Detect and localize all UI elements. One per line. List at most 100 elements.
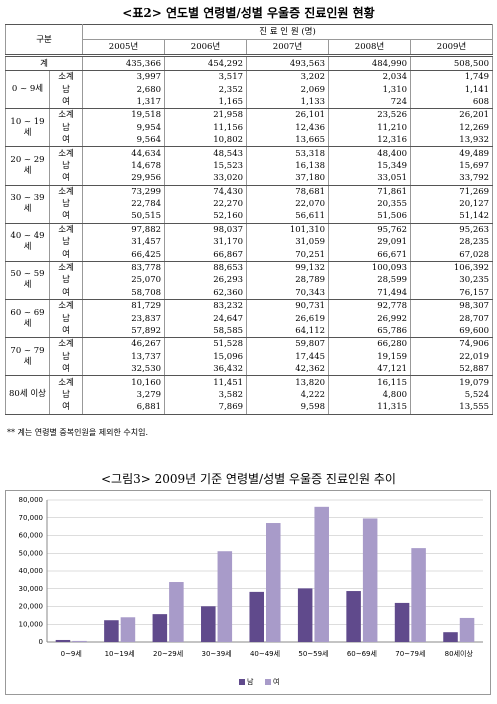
chart-title: <그림3> 2009년 기준 연령별/성별 우울증 진료인원 추이 — [101, 472, 396, 486]
cell-value: 15,697 — [410, 159, 494, 173]
footnote: ** 계는 연령별 중복인원을 제외한 수치임. — [7, 428, 149, 437]
bar — [217, 551, 233, 642]
cell-value: 25,070 — [82, 274, 166, 287]
cell-value: 99,132 — [246, 261, 330, 275]
bar — [443, 632, 458, 642]
bar — [266, 523, 281, 642]
cell-value: 31,170 — [164, 236, 248, 249]
bar — [201, 606, 216, 642]
cell-value: 10,802 — [164, 133, 248, 148]
cell-value: 26,992 — [328, 312, 412, 325]
total-value: 484,990 — [328, 54, 412, 71]
corner-cell: 구분 — [4, 24, 84, 56]
cell-value: 2,034 — [328, 70, 412, 84]
cell-value: 90,731 — [246, 299, 330, 313]
row-label: 소계 — [48, 261, 84, 275]
cell-value: 31,457 — [82, 236, 166, 249]
cell-value: 1,317 — [82, 95, 166, 110]
group-label: 50 ~ 59세 — [5, 261, 50, 301]
cell-value: 53,318 — [246, 146, 330, 160]
group-label: 20 ~ 29세 — [5, 146, 50, 186]
cell-value: 5,524 — [410, 388, 494, 402]
data-row: 남 14,678 15,523 16,138 15,349 15,697 — [6, 159, 494, 173]
data-row: 여 50,515 52,160 56,611 51,506 51,142 — [6, 210, 494, 224]
total-value: 454,292 — [164, 54, 248, 71]
data-row: 50 ~ 59세 소계 83,778 88,653 99,132 100,093 106,3… — [5, 261, 494, 301]
bar — [394, 602, 410, 642]
cell-value: 36,432 — [164, 362, 248, 377]
data-row: 0 ~ 9세 소계 3,997 3,517 3,202 2,034 1,749 — [5, 70, 494, 110]
cell-value: 16,138 — [246, 159, 330, 173]
bar — [169, 582, 184, 642]
cell-value: 51,528 — [164, 337, 248, 351]
bar — [152, 614, 168, 642]
row-label: 남 — [48, 121, 84, 134]
cell-value: 1,749 — [410, 70, 494, 84]
cell-value: 26,201 — [410, 108, 494, 122]
cell-value: 21,958 — [164, 108, 248, 122]
row-label: 소계 — [48, 70, 84, 84]
cell-value: 52,160 — [164, 210, 248, 224]
cell-value: 3,582 — [164, 388, 248, 402]
cell-value: 71,861 — [328, 185, 412, 198]
row-label: 여 — [48, 362, 84, 377]
cell-value: 22,019 — [410, 350, 494, 363]
cell-value: 73,299 — [82, 185, 166, 198]
cell-value: 98,037 — [164, 223, 248, 237]
data-row: 남 9,954 11,156 12,436 11,210 12,269 — [6, 121, 494, 134]
total-value: 493,563 — [246, 54, 330, 71]
year-header: 2006년 — [164, 39, 248, 56]
cell-value: 71,269 — [410, 185, 494, 198]
cell-value: 12,316 — [328, 133, 412, 148]
data-row: 남 25,070 26,293 28,789 28,599 30,235 — [6, 274, 494, 287]
year-header: 2007년 — [246, 39, 330, 56]
cell-value: 9,564 — [82, 133, 166, 148]
cell-value: 11,210 — [328, 121, 412, 134]
y-tick-label: 60,000 — [19, 532, 44, 540]
cell-value: 92,778 — [328, 299, 412, 313]
legend-label: 여 — [273, 677, 279, 686]
row-label: 여 — [48, 95, 84, 110]
cell-value: 19,079 — [410, 375, 494, 389]
cell-value: 66,671 — [328, 248, 412, 262]
row-label: 소계 — [48, 375, 84, 389]
row-label: 소계 — [48, 337, 84, 351]
row-label: 여 — [48, 210, 84, 224]
cell-value: 48,400 — [328, 146, 412, 160]
cell-value: 62,360 — [164, 286, 248, 301]
cell-value: 11,315 — [328, 401, 412, 415]
cell-value: 57,892 — [82, 324, 166, 339]
cell-value: 69,600 — [410, 324, 494, 339]
cell-value: 15,349 — [328, 159, 412, 173]
row-label: 남 — [48, 350, 84, 363]
cell-value: 13,737 — [82, 350, 166, 363]
cell-value: 101,310 — [246, 223, 330, 237]
cell-value: 1,141 — [410, 83, 494, 96]
cell-value: 56,611 — [246, 210, 330, 224]
data-row: 70 ~ 79세 소계 46,267 51,528 59,807 66,280 74,906 — [5, 337, 494, 377]
cell-value: 97,882 — [82, 223, 166, 237]
cell-value: 724 — [328, 95, 412, 110]
cell-value: 3,279 — [82, 388, 166, 402]
cell-value: 6,881 — [82, 401, 166, 415]
total-value: 508,500 — [410, 54, 494, 71]
y-tick-label: 80,000 — [19, 496, 44, 504]
table-title: <표2> 연도별 연령별/성별 우울증 진료인원 현황 — [122, 6, 375, 20]
header-row: 구분 진 료 인 원 (명) — [4, 24, 494, 56]
cell-value: 14,678 — [82, 159, 166, 173]
row-label: 여 — [48, 133, 84, 148]
cell-value: 50,515 — [82, 210, 166, 224]
cell-value: 28,235 — [410, 236, 494, 249]
cell-value: 12,269 — [410, 121, 494, 134]
cell-value: 74,430 — [164, 185, 248, 198]
row-label: 여 — [48, 172, 84, 186]
cell-value: 44,634 — [82, 146, 166, 160]
cell-value: 65,786 — [328, 324, 412, 339]
cell-value: 58,585 — [164, 324, 248, 339]
bar — [362, 518, 378, 642]
cell-value: 76,157 — [410, 286, 494, 301]
cell-value: 30,235 — [410, 274, 494, 287]
row-label: 여 — [48, 324, 84, 339]
row-label: 소계 — [48, 185, 84, 198]
cell-value: 49,489 — [410, 146, 494, 160]
